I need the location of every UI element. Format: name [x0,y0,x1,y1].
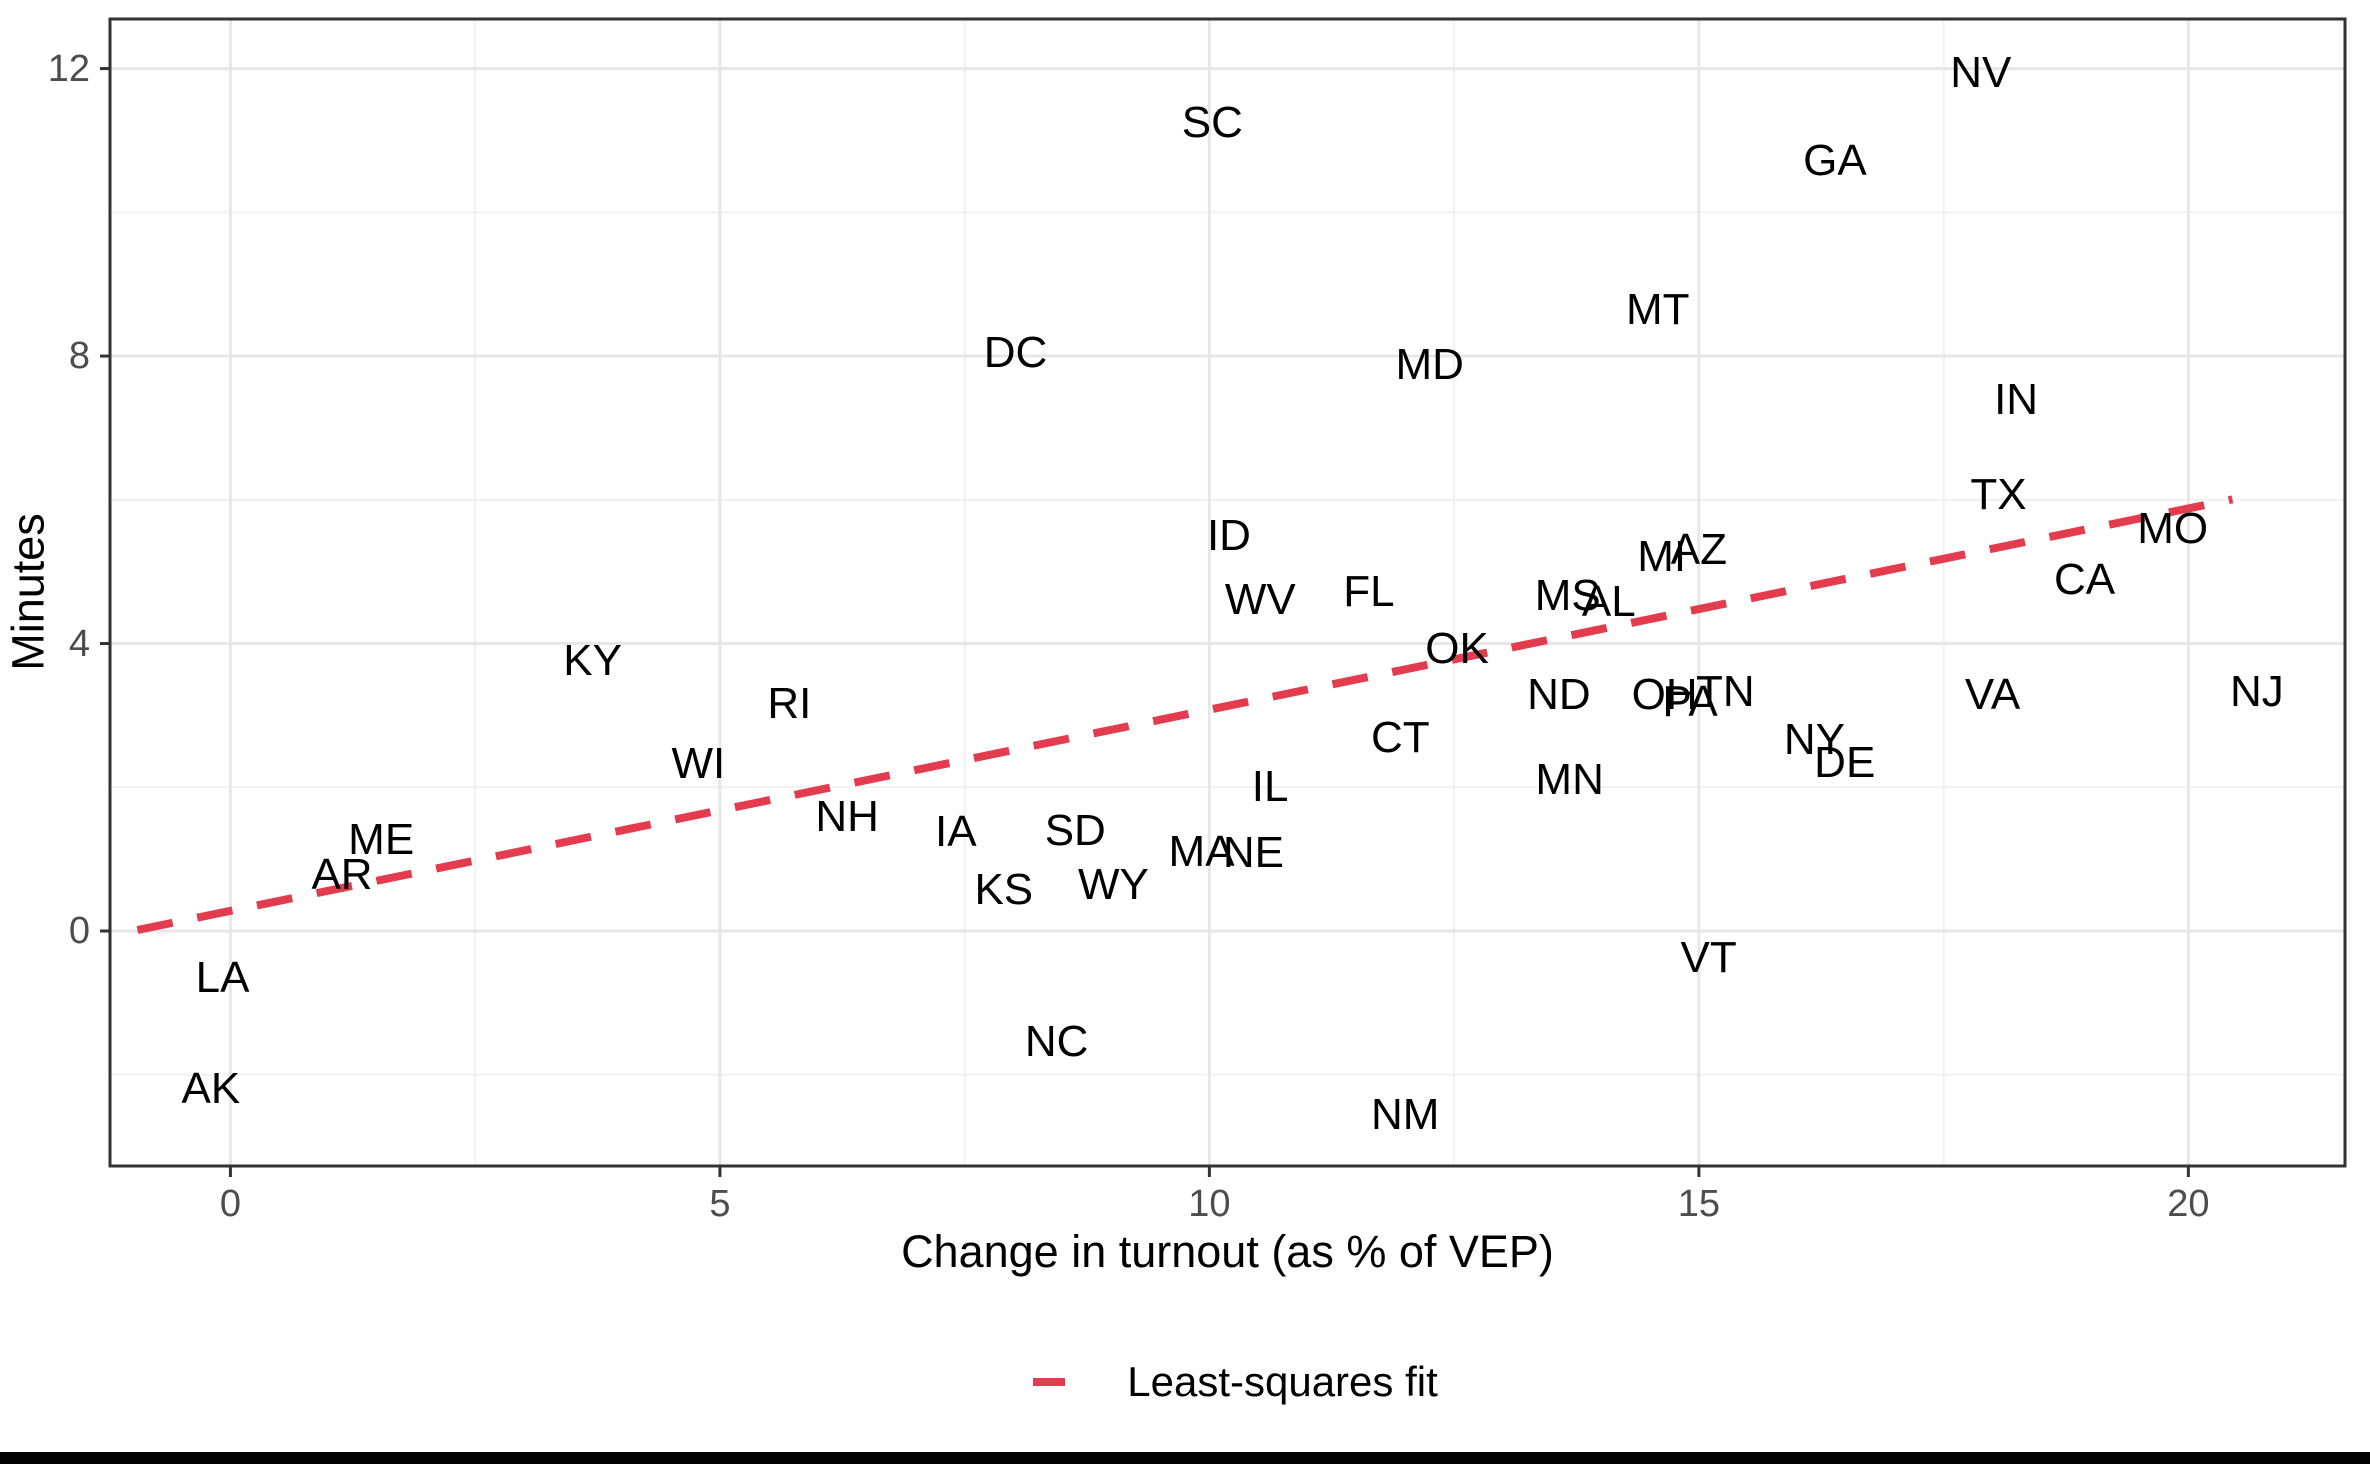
least-squares-fit-line [136,495,2234,934]
state-label-IA: IA [935,806,977,856]
state-label-NM: NM [1370,1089,1440,1139]
state-label-MS: MS [1534,571,1601,621]
state-label-ND: ND [1527,670,1591,720]
state-label-TN: TN [1695,666,1755,716]
state-label-AK: AK [181,1064,241,1114]
state-label-MT: MT [1625,285,1690,335]
state-label-DE: DE [1814,737,1876,787]
legend-key-dash-icon [1033,1378,1066,1386]
x-tick-label-0: 0 [219,1183,241,1225]
state-label-MO: MO [2137,503,2209,553]
x-tick-label-5: 5 [709,1183,731,1225]
state-label-AZ: AZ [1670,525,1727,575]
state-label-SC: SC [1181,98,1243,148]
state-label-IN: IN [1994,374,2039,424]
state-label-ME: ME [348,814,415,864]
state-label-PA: PA [1662,676,1718,726]
state-label-TX: TX [1970,470,2027,520]
panel-border [108,17,2347,1168]
y-tick-label-0: 0 [68,909,90,952]
state-label-WY: WY [1077,859,1149,909]
state-label-KY: KY [563,635,622,685]
state-label-NY: NY [1783,714,1845,764]
state-label-NE: NE [1222,828,1284,878]
y-tick-label-12: 12 [47,47,90,90]
state-label-OH: OH [1631,670,1698,720]
state-label-KS: KS [974,865,1034,915]
state-label-AL: AL [1581,576,1636,626]
state-label-NJ: NJ [2230,667,2284,717]
state-label-VT: VT [1680,933,1737,983]
state-label-AR: AR [311,849,373,899]
state-label-WI: WI [671,739,726,789]
state-label-MA: MA [1168,826,1235,876]
x-tick-label-15: 15 [1677,1183,1721,1225]
legend-label: Least-squares fit [1127,1358,1438,1405]
y-tick-label-4: 4 [68,622,90,665]
state-label-MN: MN [1535,755,1604,805]
state-label-FL: FL [1343,566,1395,616]
state-label-ID: ID [1206,510,1251,560]
state-label-NC: NC [1024,1016,1089,1066]
state-label-VA: VA [1964,670,2021,720]
state-label-IL: IL [1251,762,1289,812]
legend: Least-squares fit [110,1352,2345,1412]
state-label-OK: OK [1425,624,1489,674]
state-label-NV: NV [1950,47,2012,97]
state-label-LA: LA [195,952,250,1002]
state-label-RI: RI [767,678,812,728]
state-label-CA: CA [2054,555,2116,605]
state-label-MD: MD [1395,340,1464,390]
y-tick-label-8: 8 [68,335,90,378]
state-label-DC: DC [983,328,1048,378]
state-label-MI: MI [1637,532,1687,582]
x-tick-label-20: 20 [2167,1183,2210,1225]
state-label-NH: NH [815,792,879,842]
state-label-WV: WV [1224,575,1296,625]
y-axis-title: Minutes [2,513,54,671]
x-axis-title: Change in turnout (as % of VEP) [901,1226,1554,1277]
x-tick-label-10: 10 [1188,1183,1231,1225]
state-label-GA: GA [1803,135,1867,185]
state-label-SD: SD [1044,806,1106,856]
state-label-CT: CT [1370,713,1430,763]
bottom-border-bar [0,1452,2370,1464]
